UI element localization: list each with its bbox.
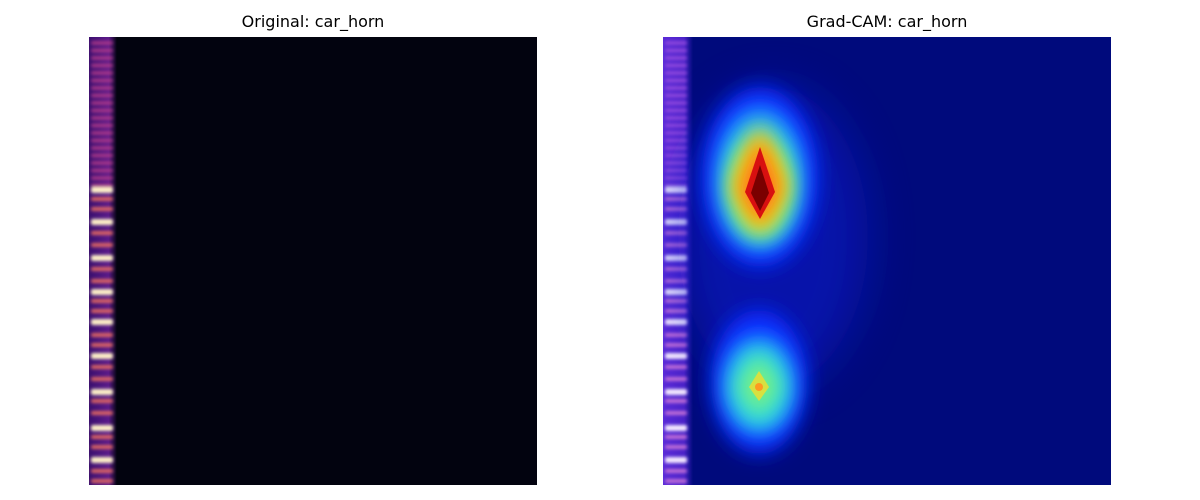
spectral-band — [665, 457, 687, 463]
spectral-band — [91, 197, 113, 201]
spectral-band — [665, 108, 687, 113]
spectral-band — [91, 41, 113, 45]
original-spectrogram-canvas — [89, 37, 537, 485]
spectral-band — [91, 333, 113, 337]
spectral-band — [665, 63, 687, 68]
spectral-band — [91, 207, 113, 211]
spectral-band — [665, 343, 687, 347]
spectral-band — [91, 289, 113, 295]
spectral-band — [665, 146, 687, 150]
spectral-band — [91, 377, 113, 381]
spectral-band — [91, 425, 113, 431]
spectral-band — [91, 389, 113, 395]
original-panel-title: Original: car_horn — [241, 12, 385, 31]
spectral-band — [665, 399, 687, 403]
spectral-band — [665, 279, 687, 283]
spectral-band — [91, 353, 113, 359]
spectral-band — [91, 78, 113, 83]
spectral-band — [91, 457, 113, 463]
spectral-band — [91, 101, 113, 105]
spectral-band — [91, 267, 113, 271]
spectral-band — [91, 231, 113, 235]
spectral-band — [665, 41, 687, 45]
spectral-band — [91, 108, 113, 113]
spectral-band — [665, 176, 687, 180]
spectral-band — [665, 469, 687, 473]
spectral-band — [91, 123, 113, 128]
spectral-band — [91, 48, 113, 53]
spectral-band — [665, 435, 687, 439]
spectral-band — [91, 187, 113, 193]
spectral-band — [91, 138, 113, 143]
spectral-band — [665, 161, 687, 165]
spectral-band — [91, 279, 113, 283]
spectral-band — [91, 411, 113, 415]
spectral-band — [665, 123, 687, 128]
original-spectrogram-image — [89, 37, 537, 485]
spectral-band — [665, 93, 687, 98]
cam-hotspot-upper — [702, 87, 818, 267]
spectral-band — [91, 153, 113, 158]
spectral-band — [91, 183, 113, 188]
spectral-band — [665, 377, 687, 381]
cam-hotspot-lower — [711, 310, 807, 454]
spectral-band — [91, 309, 113, 313]
spectral-band — [665, 479, 687, 483]
spectral-band — [665, 411, 687, 415]
gradcam-panel-title: Grad-CAM: car_horn — [806, 12, 968, 31]
spectral-band — [665, 56, 687, 60]
spectral-band — [665, 425, 687, 431]
spectral-band — [665, 289, 687, 295]
spectral-band — [665, 183, 687, 188]
spectral-band — [91, 435, 113, 439]
spectral-band — [665, 153, 687, 158]
spectral-band — [91, 116, 113, 120]
spectral-band — [91, 343, 113, 347]
spectral-band — [665, 333, 687, 337]
spectral-band — [665, 445, 687, 449]
spectral-band — [91, 63, 113, 68]
spectral-band — [665, 71, 687, 75]
gradcam-overlay-image — [663, 37, 1111, 485]
spectral-band — [665, 389, 687, 395]
spectral-band — [665, 86, 687, 90]
spectral-band — [665, 353, 687, 359]
spectral-band — [91, 479, 113, 483]
spectral-band — [91, 131, 113, 135]
spectral-band — [91, 365, 113, 369]
spectral-band — [665, 365, 687, 369]
gradcam-heatmap-canvas — [663, 37, 1111, 485]
spectral-band — [665, 138, 687, 143]
spectral-band — [665, 309, 687, 313]
spectral-band — [665, 48, 687, 53]
spectral-band — [665, 116, 687, 120]
spectral-band — [91, 219, 113, 225]
spectral-band — [665, 131, 687, 135]
spectral-band — [91, 56, 113, 60]
spectral-band — [91, 255, 113, 261]
spectral-band — [665, 319, 687, 325]
spectral-band — [665, 168, 687, 173]
spectral-band — [91, 445, 113, 449]
spectral-band — [91, 176, 113, 180]
spectral-band — [91, 299, 113, 303]
spectral-band — [665, 187, 687, 193]
spectral-band — [91, 86, 113, 90]
spectral-band — [91, 399, 113, 403]
spectral-band — [665, 78, 687, 83]
spectral-band — [91, 319, 113, 325]
spectral-band — [91, 469, 113, 473]
spectral-band — [91, 161, 113, 165]
spectral-band — [91, 168, 113, 173]
spectral-band — [665, 299, 687, 303]
spectral-band — [665, 101, 687, 105]
spectral-band — [91, 146, 113, 150]
spectral-band — [91, 243, 113, 247]
spectral-band — [91, 71, 113, 75]
spectral-band — [91, 93, 113, 98]
